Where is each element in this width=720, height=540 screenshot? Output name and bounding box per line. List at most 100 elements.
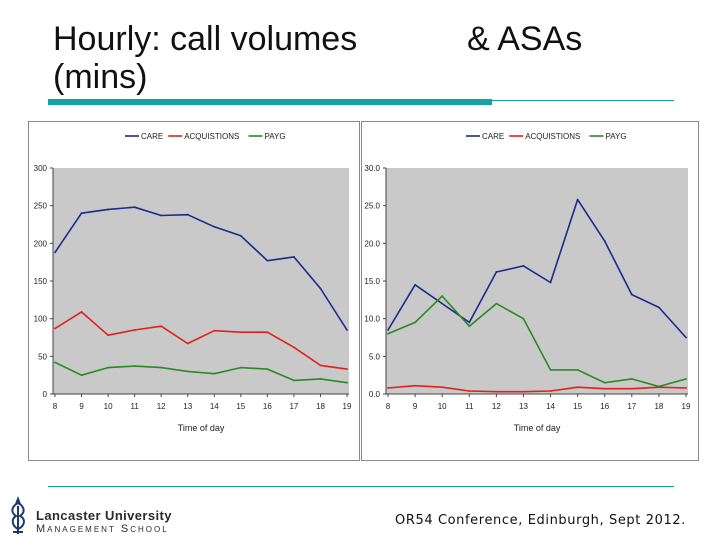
series-line-payg	[387, 295, 687, 388]
data-point-acquistions	[293, 346, 295, 349]
legend-label-care: CARE	[141, 132, 163, 141]
data-point-care	[133, 206, 136, 209]
legend-label-acquistions: ACQUISTIONS	[525, 132, 580, 141]
data-point-acquistions	[685, 387, 687, 389]
title-underline-thin	[492, 100, 674, 101]
data-point-acquistions	[213, 329, 216, 332]
data-point-acquistions	[107, 334, 109, 337]
data-point-care	[468, 321, 471, 324]
data-point-care	[186, 213, 189, 216]
data-point-care	[213, 225, 216, 228]
data-point-acquistions	[80, 310, 83, 313]
data-point-payg	[522, 317, 525, 320]
data-point-payg	[54, 361, 56, 364]
data-point-payg	[495, 302, 498, 305]
plot-area	[386, 168, 688, 394]
call-volumes-chart: 0 50 100 150 200 250 300 8 9 10 11 12 13 14 15 16 17 18 19…	[28, 121, 360, 461]
x-tick-label: 14	[210, 402, 219, 411]
data-point-care	[549, 281, 552, 284]
y-tick-label: 50	[38, 352, 47, 361]
logo-text-school: Management School	[36, 523, 169, 535]
data-point-acquistions	[160, 325, 163, 328]
call-volumes-chart-svg: 0 50 100 150 200 250 300 8 9 10 11 12 13 14 15 16 17 18 19…	[34, 132, 352, 433]
data-point-care	[603, 240, 606, 242]
data-point-payg	[239, 366, 242, 369]
x-tick-label: 13	[183, 402, 192, 411]
x-tick-label: 9	[79, 402, 84, 411]
y-tick-label: 20.0	[364, 239, 380, 248]
data-point-acquistions	[576, 386, 579, 389]
data-point-care	[495, 271, 498, 273]
y-tick-label: 100	[34, 315, 48, 324]
data-point-payg	[441, 295, 444, 297]
data-point-acquistions	[522, 390, 525, 393]
data-point-payg	[346, 381, 348, 384]
data-point-care	[80, 212, 83, 215]
data-point-acquistions	[54, 327, 56, 330]
data-point-acquistions	[387, 387, 389, 389]
y-tick-label: 10.0	[364, 315, 380, 324]
x-tick-label: 11	[465, 402, 474, 411]
data-point-payg	[685, 378, 687, 380]
x-tick-label: 16	[600, 402, 609, 411]
x-tick-label: 12	[157, 402, 166, 411]
x-axis-label: Time of day	[178, 423, 225, 433]
plot-area	[53, 168, 349, 394]
y-tick-label: 0	[43, 390, 48, 399]
y-tick-label: 15.0	[364, 277, 380, 286]
data-point-payg	[186, 370, 189, 373]
data-point-payg	[414, 321, 416, 324]
data-point-care	[522, 265, 525, 267]
data-point-payg	[468, 325, 471, 328]
y-tick-label: 30.0	[364, 164, 380, 173]
x-tick-label: 13	[519, 402, 528, 411]
data-point-care	[630, 293, 633, 296]
legend-label-acquistions: ACQUISTIONS	[184, 132, 239, 141]
data-point-payg	[213, 372, 216, 375]
data-point-acquistions	[441, 386, 444, 389]
data-point-acquistions	[239, 331, 242, 334]
data-point-acquistions	[603, 387, 606, 390]
legend-label-payg: PAYG	[606, 132, 627, 141]
x-tick-label: 8	[386, 402, 391, 411]
data-point-care	[239, 234, 242, 237]
data-point-acquistions	[266, 331, 269, 334]
lancaster-logo-icon	[11, 496, 25, 534]
data-point-care	[414, 283, 416, 286]
x-tick-label: 10	[104, 402, 113, 411]
y-tick-label: 5.0	[369, 352, 381, 361]
data-point-payg	[266, 368, 269, 371]
y-tick-label: 250	[34, 202, 48, 211]
data-point-payg	[387, 332, 389, 335]
x-tick-label: 19	[343, 402, 352, 411]
footer-divider	[48, 486, 674, 487]
x-tick-label: 18	[316, 402, 325, 411]
data-point-payg	[630, 378, 633, 380]
slide-title-continued: & ASAs	[467, 20, 583, 58]
data-point-acquistions	[133, 329, 136, 331]
data-point-payg	[603, 381, 606, 384]
x-tick-label: 12	[492, 402, 501, 411]
lancaster-logo: Lancaster University Management School	[6, 494, 196, 536]
x-tick-label: 9	[413, 402, 418, 411]
legend-label-payg: PAYG	[265, 132, 286, 141]
footer-conference-text: OR54 Conference, Edinburgh, Sept 2012.	[395, 513, 686, 528]
data-point-care	[266, 259, 269, 262]
x-axis-label: Time of day	[514, 423, 561, 433]
x-tick-label: 16	[263, 402, 272, 411]
data-point-care	[658, 306, 660, 309]
data-point-payg	[293, 379, 295, 382]
data-point-payg	[549, 368, 552, 371]
data-point-care	[346, 329, 348, 331]
asa-chart-svg: 0.0 5.0 10.0 15.0 20.0 25.0 30.0 8 9 10 11 12 13 14 15…	[364, 132, 691, 433]
y-tick-label: 300	[34, 164, 48, 173]
series-line-acquistions	[387, 384, 687, 393]
slide-title: Hourly: call volumes (mins)	[53, 20, 358, 96]
data-point-care	[319, 287, 322, 290]
x-tick-label: 15	[573, 402, 582, 411]
title-underline-thick	[48, 99, 492, 105]
data-point-payg	[107, 366, 109, 369]
data-point-payg	[319, 378, 322, 380]
y-tick-label: 150	[34, 277, 48, 286]
logo-text-university: Lancaster University	[36, 508, 172, 523]
